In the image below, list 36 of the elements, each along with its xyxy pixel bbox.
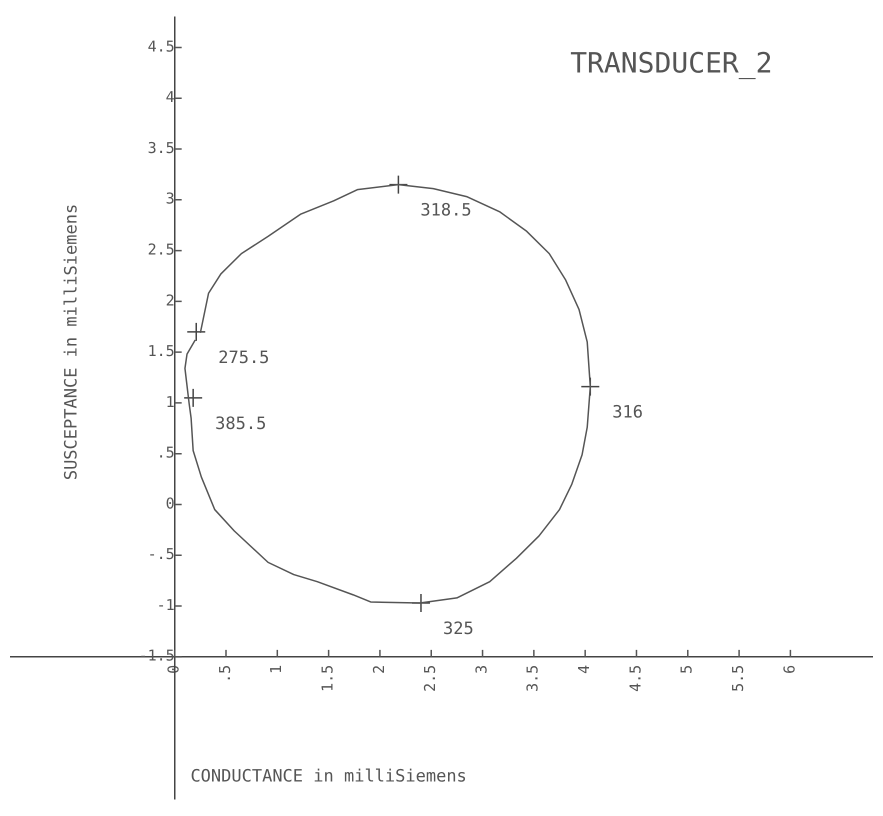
x-tick-label: 3: [472, 664, 490, 674]
y-tick-label: -.5: [148, 545, 175, 564]
y-tick-label: 2: [166, 291, 175, 310]
annotation: 385.5: [215, 414, 266, 434]
annotation: 318.5: [420, 200, 472, 220]
text: TRANSDUCER_2: [570, 46, 772, 80]
y-tick-label: .5: [156, 444, 175, 462]
x-tick-label: 2.5: [421, 664, 440, 692]
annotation: 275.5: [218, 348, 270, 368]
y-tick-label: 0: [166, 494, 175, 512]
y-tick-label: 4.5: [148, 37, 175, 56]
x-tick-label: 1.5: [318, 664, 337, 692]
point: [183, 388, 203, 408]
y-tick-label: 3.5: [148, 138, 175, 157]
y-tick-label: 1.5: [148, 342, 175, 360]
x-tick-label: 5: [678, 664, 696, 674]
x-tick-label: 4.5: [626, 664, 644, 692]
y-tick-label: -1: [156, 596, 175, 614]
x-tick-label: .5: [216, 664, 234, 683]
point: [388, 174, 408, 194]
y-tick-label: 3: [166, 190, 175, 208]
y-axis-title: SUSCEPTANCE in milliSiemens: [61, 204, 82, 480]
x-tick-label: 4: [575, 664, 594, 674]
x-tick-label: 2: [370, 664, 388, 674]
point: [580, 376, 600, 396]
annotation: 325: [442, 618, 474, 639]
y-tick-label: 4: [166, 88, 175, 106]
x-tick-label: 6: [780, 664, 798, 674]
x-axis-title: CONDUCTANCE in milliSiemens: [190, 766, 467, 786]
y-tick-label: 1: [166, 392, 175, 411]
point: [186, 322, 206, 342]
x-tick-label: 3.5: [524, 664, 542, 692]
y-tick-label: 2.5: [148, 240, 175, 258]
annotation: 316: [612, 402, 644, 423]
x-tick-label: 1: [267, 664, 286, 674]
x-tick-label: 5.5: [728, 664, 747, 692]
